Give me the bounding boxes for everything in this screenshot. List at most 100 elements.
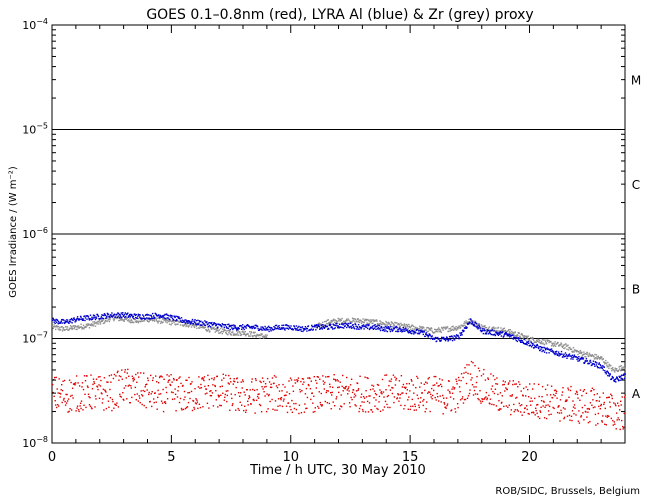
- data-point: [212, 323, 215, 325]
- data-point: [453, 388, 455, 390]
- data-point: [563, 344, 566, 346]
- data-point: [110, 374, 113, 376]
- data-point: [451, 339, 454, 342]
- data-point: [584, 404, 586, 407]
- data-point: [532, 336, 534, 339]
- data-point: [213, 322, 216, 324]
- data-point: [470, 323, 473, 325]
- data-point: [604, 363, 606, 365]
- data-point: [504, 390, 506, 392]
- data-point: [249, 327, 251, 329]
- data-point: [298, 325, 300, 328]
- data-point: [362, 395, 365, 398]
- data-point: [236, 377, 238, 379]
- data-point: [349, 322, 352, 324]
- data-point: [406, 323, 408, 326]
- data-point: [394, 376, 396, 378]
- data-point: [319, 328, 321, 330]
- data-point: [211, 321, 213, 324]
- data-point: [278, 390, 281, 392]
- x-tick-label: 0: [48, 450, 56, 465]
- data-point: [515, 335, 517, 337]
- data-point: [371, 322, 373, 325]
- data-point: [584, 361, 586, 363]
- data-point: [462, 376, 464, 379]
- data-point: [604, 423, 606, 425]
- data-point: [245, 335, 247, 337]
- flare-class-c: C: [632, 178, 640, 192]
- data-point: [157, 314, 160, 316]
- data-point: [173, 379, 175, 381]
- data-point: [242, 379, 244, 381]
- data-point: [151, 391, 153, 393]
- data-point: [535, 341, 537, 344]
- data-point: [239, 401, 241, 403]
- data-point: [173, 319, 176, 322]
- data-point: [132, 380, 134, 382]
- data-point: [333, 319, 335, 321]
- data-point: [327, 319, 329, 321]
- data-point: [542, 400, 545, 402]
- data-point: [70, 318, 72, 321]
- data-point: [604, 407, 606, 410]
- data-point: [378, 401, 380, 403]
- data-point: [499, 331, 502, 333]
- data-point: [575, 350, 577, 352]
- data-point: [354, 323, 357, 326]
- data-point: [540, 340, 543, 343]
- data-point: [482, 332, 485, 335]
- data-point: [175, 315, 177, 317]
- data-point: [153, 318, 155, 321]
- data-point: [70, 326, 73, 328]
- data-point: [599, 408, 601, 410]
- data-point: [414, 328, 416, 330]
- data-point: [311, 392, 313, 394]
- data-point: [120, 315, 122, 318]
- data-point: [605, 424, 607, 426]
- data-point: [495, 327, 497, 329]
- data-point: [195, 398, 197, 400]
- data-point: [419, 401, 421, 403]
- data-point: [225, 332, 227, 335]
- data-point: [121, 378, 123, 380]
- data-point: [357, 321, 360, 323]
- data-point: [557, 342, 559, 344]
- data-point: [614, 378, 616, 381]
- data-point: [469, 321, 471, 324]
- data-point: [106, 381, 108, 383]
- data-point: [70, 317, 73, 320]
- data-point: [248, 325, 250, 327]
- data-point: [384, 374, 386, 376]
- data-point: [293, 402, 295, 405]
- data-point: [121, 313, 123, 316]
- data-point: [227, 323, 229, 326]
- data-point: [478, 399, 480, 401]
- data-point: [588, 407, 590, 410]
- data-point: [457, 326, 460, 328]
- data-point: [340, 394, 342, 396]
- data-point: [564, 352, 567, 354]
- data-point: [101, 393, 103, 395]
- data-point: [326, 322, 328, 325]
- data-point: [617, 417, 619, 419]
- data-point: [66, 319, 69, 321]
- data-point: [125, 318, 127, 321]
- data-point: [224, 329, 226, 332]
- data-point: [544, 347, 546, 349]
- data-point: [72, 325, 75, 327]
- data-point: [201, 377, 204, 379]
- data-point: [521, 333, 523, 336]
- data-point: [484, 330, 486, 332]
- data-point: [131, 396, 133, 399]
- data-point: [539, 410, 541, 412]
- data-point: [562, 387, 564, 389]
- data-point: [332, 401, 334, 403]
- data-point: [469, 373, 472, 375]
- data-point: [163, 378, 165, 380]
- data-point: [464, 367, 466, 369]
- data-point: [186, 379, 188, 381]
- data-point: [565, 353, 568, 356]
- data-point: [221, 333, 223, 335]
- data-point: [69, 325, 72, 327]
- data-point: [551, 342, 553, 345]
